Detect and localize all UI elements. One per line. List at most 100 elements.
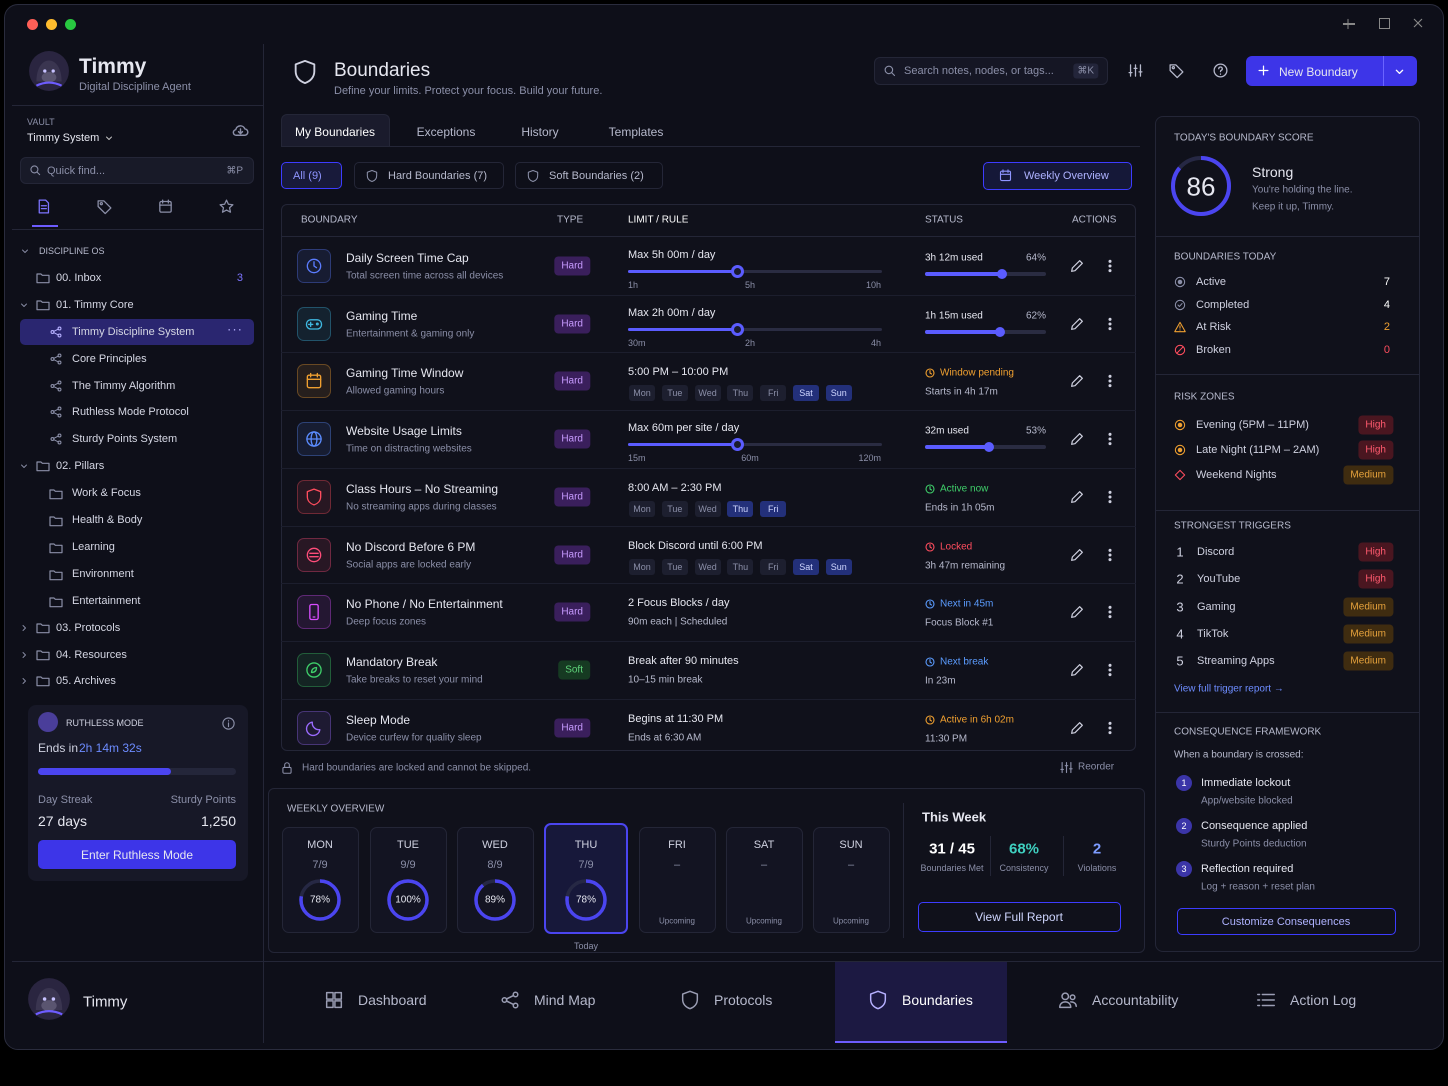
boundary-name[interactable]: Mandatory Break: [346, 654, 438, 669]
nav-item[interactable]: Action Log: [1290, 992, 1357, 1008]
report-button[interactable]: [918, 902, 1121, 932]
day-name: SUN: [839, 839, 863, 851]
slider-knob[interactable]: [731, 265, 744, 278]
filter-label[interactable]: Soft Boundaries (2): [549, 170, 644, 182]
new-boundary-label[interactable]: New Boundary: [1279, 65, 1358, 79]
icon[interactable]: [1069, 720, 1085, 736]
icon[interactable]: [1102, 547, 1118, 563]
ruthless-button-label[interactable]: Enter Ruthless Mode: [80, 848, 194, 862]
vault-name[interactable]: Timmy System: [27, 132, 100, 144]
boundary-name[interactable]: Daily Screen Time Cap: [346, 251, 469, 265]
slider-track: [628, 327, 882, 331]
global-search[interactable]: [874, 57, 1108, 85]
tree-folder[interactable]: 04. Resources: [56, 648, 127, 661]
tree-item[interactable]: Timmy Discipline System: [72, 325, 195, 338]
new-boundary-button[interactable]: [1246, 56, 1417, 86]
icon[interactable]: [1069, 431, 1085, 447]
limit-line: 2 Focus Blocks / day: [628, 597, 730, 610]
tree-item[interactable]: Core Principles: [72, 352, 147, 365]
tab[interactable]: Exceptions: [416, 125, 476, 139]
icon[interactable]: [1102, 489, 1118, 505]
search-box[interactable]: [20, 157, 254, 184]
tree-item[interactable]: Work & Focus: [72, 487, 141, 500]
column-header: BOUNDARY: [301, 214, 358, 226]
tree-folder[interactable]: 03. Protocols: [56, 621, 121, 634]
icon[interactable]: [1102, 316, 1118, 332]
nav-item[interactable]: Dashboard: [358, 992, 427, 1008]
ruthless-button[interactable]: [38, 840, 236, 869]
day-chip: Wed: [694, 385, 721, 402]
boundary-name[interactable]: No Phone / No Entertainment: [346, 597, 503, 612]
score-panel: [1155, 116, 1420, 952]
filter-chip[interactable]: [354, 162, 504, 189]
nav-item[interactable]: Boundaries: [902, 992, 973, 1008]
trigger-link[interactable]: View full trigger report →: [1174, 683, 1284, 695]
icon-shape: [925, 599, 935, 609]
consequence-button-label[interactable]: Customize Consequences: [1221, 916, 1351, 928]
filter-label[interactable]: Hard Boundaries (7): [388, 170, 488, 182]
icon[interactable]: [1102, 604, 1118, 620]
filter-chip[interactable]: [281, 162, 342, 189]
boundary-name[interactable]: Website Usage Limits: [346, 424, 462, 439]
icon: [36, 649, 50, 660]
tab[interactable]: My Boundaries: [294, 125, 376, 139]
icon[interactable]: [1069, 547, 1085, 563]
icon-shape: [57, 387, 62, 391]
tree-folder[interactable]: 01. Timmy Core: [56, 298, 134, 311]
usage-knob: [984, 442, 995, 453]
icon[interactable]: [1102, 258, 1118, 274]
tree-more: ···: [227, 321, 243, 337]
boundary-name[interactable]: Gaming Time Window: [346, 366, 464, 381]
traffic-light[interactable]: [27, 19, 38, 30]
icon[interactable]: [1102, 431, 1118, 447]
weekly-button-label[interactable]: Weekly Overview: [1024, 170, 1109, 182]
icon[interactable]: [1069, 489, 1085, 505]
icon[interactable]: [1069, 316, 1085, 332]
day-chip: Fri: [760, 558, 787, 575]
consequence-button[interactable]: [1177, 908, 1396, 935]
nav-item[interactable]: Mind Map: [534, 992, 596, 1008]
slider-knob[interactable]: [731, 322, 744, 336]
boundary-name[interactable]: Gaming Time: [346, 308, 418, 323]
icon[interactable]: [1102, 720, 1118, 736]
tree-folder[interactable]: 00. Inbox: [56, 271, 102, 284]
filter-label[interactable]: All (9): [293, 170, 322, 182]
day-status: Upcoming: [658, 916, 696, 926]
boundary-name[interactable]: Sleep Mode: [346, 712, 411, 727]
tree-folder[interactable]: 05. Archives: [56, 675, 116, 688]
tab[interactable]: Templates: [608, 125, 664, 139]
nav-item[interactable]: Accountability: [1092, 992, 1179, 1008]
reorder[interactable]: Reorder: [1078, 761, 1115, 773]
icon[interactable]: [1069, 373, 1085, 389]
icon[interactable]: [1069, 604, 1085, 620]
traffic-light[interactable]: [65, 19, 76, 30]
tree-item[interactable]: The Timmy Algorithm: [72, 379, 176, 392]
weekly-button[interactable]: [983, 162, 1132, 190]
day-pct: 100%: [395, 894, 421, 906]
tree-item[interactable]: Learning: [72, 540, 115, 553]
report-button-label[interactable]: View Full Report: [975, 910, 1063, 924]
badge: Hard: [554, 429, 590, 449]
icon[interactable]: [1069, 258, 1085, 274]
icon[interactable]: [1102, 662, 1118, 678]
filter-chip[interactable]: [515, 162, 663, 189]
tree-item[interactable]: Entertainment: [72, 594, 141, 607]
tree-item[interactable]: Ruthless Mode Protocol: [72, 406, 189, 419]
icon[interactable]: [1069, 662, 1085, 678]
nav-item[interactable]: Protocols: [714, 992, 773, 1008]
tree-item[interactable]: Health & Body: [72, 514, 143, 526]
icon-shape: [38, 199, 50, 214]
icon[interactable]: [1102, 373, 1118, 389]
consequence-intro: When a boundary is crossed:: [1174, 749, 1304, 761]
tree-item[interactable]: Environment: [72, 567, 134, 580]
win-max[interactable]: [1379, 18, 1390, 29]
slider-tick: 2h: [744, 337, 756, 348]
tree-folder[interactable]: 02. Pillars: [56, 460, 105, 473]
traffic-light[interactable]: [46, 19, 57, 30]
win-min[interactable]: [1343, 23, 1355, 25]
boundary-name[interactable]: Class Hours – No Streaming: [346, 481, 499, 496]
slider-knob[interactable]: [731, 438, 744, 452]
boundary-name[interactable]: No Discord Before 6 PM: [346, 539, 476, 554]
tree-item[interactable]: Sturdy Points System: [72, 433, 178, 446]
tab[interactable]: History: [521, 125, 559, 139]
